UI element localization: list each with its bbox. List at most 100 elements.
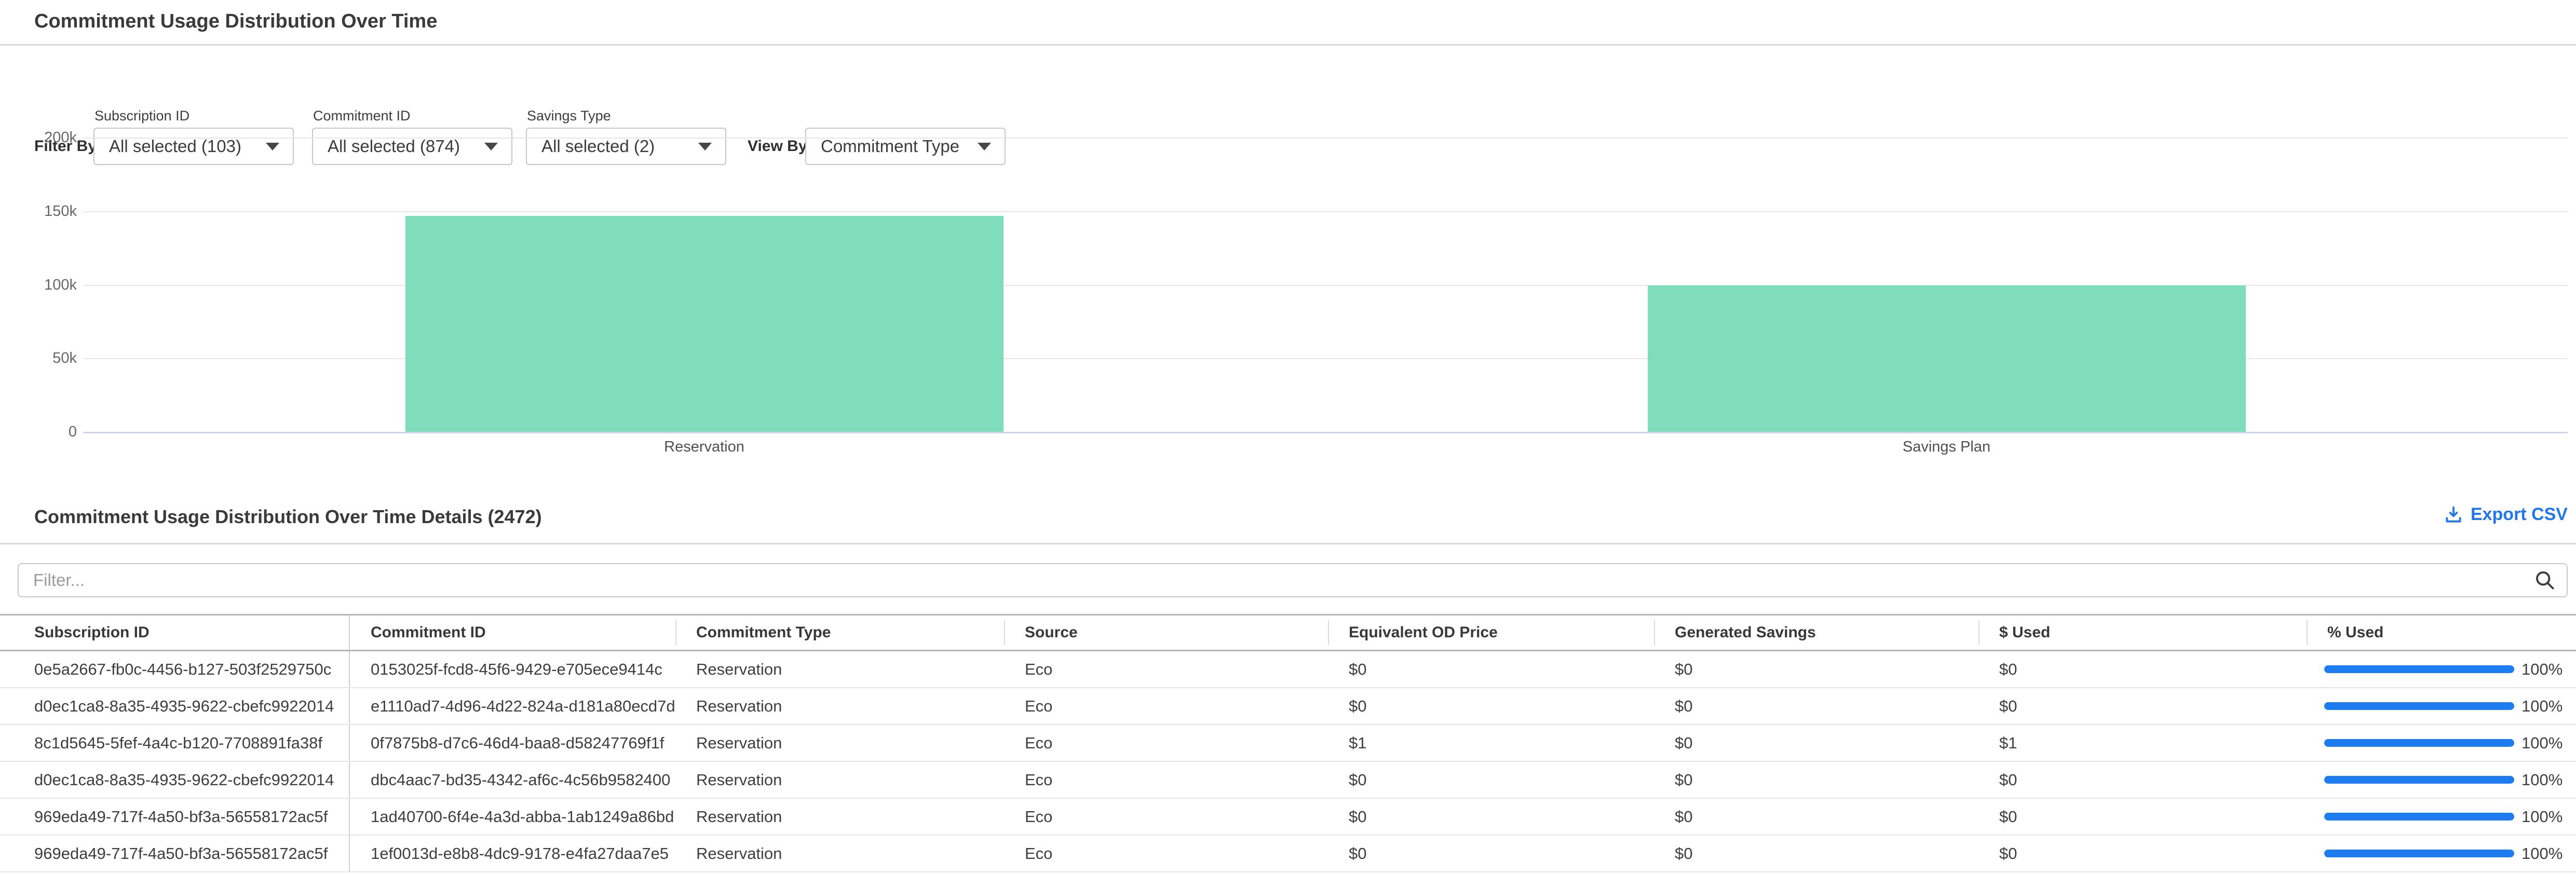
cell-generated-savings: $0 <box>1675 696 1693 715</box>
cell-commitment-type: Reservation <box>696 696 782 715</box>
cell-source: Eco <box>1025 770 1053 789</box>
subscription-id-label: Subscription ID <box>94 108 190 124</box>
cell-commitment-type: Reservation <box>696 660 782 678</box>
cell-equivalent-od-price: $0 <box>1349 696 1367 715</box>
cell-subscription-id: 969eda49-717f-4a50-bf3a-56558172ac5f <box>0 836 350 871</box>
cell-source: Eco <box>1025 807 1053 826</box>
bar-reservation[interactable] <box>405 216 1004 432</box>
column-header-commitment-type[interactable]: Commitment Type <box>675 616 1004 650</box>
cell-pct-used: 100% <box>2307 688 2576 724</box>
pct-used-progress-bar <box>2324 776 2514 784</box>
cell-used: $1 <box>1999 733 2017 752</box>
cell-subscription-id: d0ec1ca8-8a35-4935-9622-cbefc9922014 <box>0 762 350 798</box>
column-header-subscription-id[interactable]: Subscription ID <box>0 616 350 650</box>
bar-savings-plan[interactable] <box>1647 285 2246 432</box>
details-section-title: Commitment Usage Distribution Over Time … <box>34 506 542 527</box>
cell-subscription-id: 0e5a2667-fb0c-4456-b127-503f2529750c <box>0 651 350 687</box>
cell-commitment-id: 0153025f-fcd8-45f6-9429-e705ece9414c <box>371 660 662 678</box>
cell-used: $0 <box>1999 696 2017 715</box>
subscription-id-dropdown[interactable]: All selected (103) <box>93 128 294 165</box>
y-gridline <box>83 284 2568 286</box>
column-header-equivalent-od-price[interactable]: Equivalent OD Price <box>1328 616 1654 650</box>
pct-used-label: 100% <box>2521 696 2563 715</box>
cell-commitment-type: Reservation <box>696 733 782 752</box>
y-axis-tick-label: 0 <box>68 423 77 440</box>
table-filter-input[interactable] <box>18 563 2568 597</box>
column-header-used[interactable]: $ Used <box>1978 616 2307 650</box>
cell-generated-savings: $0 <box>1675 733 1693 752</box>
cell-used: $0 <box>1999 844 2017 863</box>
cell-source: Eco <box>1025 696 1053 715</box>
chevron-down-icon <box>484 142 498 151</box>
cell-generated-savings: $0 <box>1675 807 1693 826</box>
table-filter <box>18 563 2568 597</box>
y-axis-tick-label: 100k <box>44 276 77 293</box>
y-axis-tick-label: 50k <box>52 350 77 367</box>
details-divider <box>0 543 2576 544</box>
pct-used-progress-bar <box>2324 739 2514 747</box>
savings-type-value: All selected (2) <box>541 136 655 156</box>
commitment-id-dropdown[interactable]: All selected (874) <box>312 128 512 165</box>
table-row: 969eda49-717f-4a50-bf3a-56558172ac5f 1ad4… <box>0 799 2576 836</box>
cell-source: Eco <box>1025 660 1053 678</box>
view-by-value: Commitment Type <box>821 136 960 156</box>
filter-bar: Filter By: Subscription ID All selected … <box>0 52 2576 165</box>
pct-used-progress-bar <box>2324 702 2514 710</box>
subscription-id-value: All selected (103) <box>109 136 241 156</box>
cell-commitment-id: dbc4aac7-bd35-4342-af6c-4c56b9582400 <box>371 770 671 789</box>
commitment-usage-bar-chart: 0 50k 100k 150k 200k Reservation Savings Plan <box>0 119 2576 472</box>
commitment-id-value: All selected (874) <box>328 136 460 156</box>
savings-type-dropdown[interactable]: All selected (2) <box>526 128 726 165</box>
cell-subscription-id: 969eda49-717f-4a50-bf3a-56558172ac5f <box>0 799 350 835</box>
filter-by-label: Filter By: <box>34 138 102 155</box>
savings-type-label: Savings Type <box>527 108 611 124</box>
cell-source: Eco <box>1025 844 1053 863</box>
pct-used-label: 100% <box>2521 660 2563 678</box>
y-gridline <box>83 358 2568 360</box>
cell-subscription-id: 8c1d5645-5fef-4a4c-b120-7708891fa38f <box>0 725 350 761</box>
page-title: Commitment Usage Distribution Over Time <box>34 10 438 32</box>
chevron-down-icon <box>698 142 712 151</box>
pct-used-label: 100% <box>2521 770 2563 789</box>
x-axis-category-label: Savings Plan <box>1902 439 1991 455</box>
view-by-label: View By: <box>748 138 812 155</box>
cell-equivalent-od-price: $0 <box>1349 844 1367 863</box>
cell-subscription-id: d0ec1ca8-8a35-4935-9622-cbefc9922014 <box>0 688 350 724</box>
y-axis-tick-label: 150k <box>44 202 77 220</box>
search-icon <box>2536 571 2554 590</box>
column-header-generated-savings[interactable]: Generated Savings <box>1654 616 1978 650</box>
cell-equivalent-od-price: $0 <box>1349 807 1367 826</box>
header-divider <box>0 44 2576 46</box>
cell-generated-savings: $0 <box>1675 770 1693 789</box>
cell-pct-used: 100% <box>2307 651 2576 687</box>
cell-commitment-type: Reservation <box>696 844 782 863</box>
view-by-dropdown[interactable]: Commitment Type <box>805 128 1006 165</box>
x-axis-category-label: Reservation <box>664 439 744 455</box>
table-row: 8c1d5645-5fef-4a4c-b120-7708891fa38f 0f78… <box>0 725 2576 762</box>
y-axis-tick-label: 200k <box>44 129 77 146</box>
cell-commitment-id: e1110ad7-4d96-4d22-824a-d181a80ecd7d <box>371 696 675 715</box>
pct-used-progress-bar <box>2324 813 2514 821</box>
column-header-pct-used[interactable]: % Used <box>2307 616 2576 650</box>
cell-used: $0 <box>1999 807 2017 826</box>
cell-used: $0 <box>1999 660 2017 678</box>
cell-equivalent-od-price: $1 <box>1349 733 1367 752</box>
export-csv-label: Export CSV <box>2470 504 2568 524</box>
y-gridline <box>83 138 2568 139</box>
pct-used-label: 100% <box>2521 733 2563 752</box>
pct-used-progress-bar <box>2324 850 2514 857</box>
chevron-down-icon <box>266 142 279 151</box>
cell-pct-used: 100% <box>2307 725 2576 761</box>
x-axis-line <box>83 432 2568 433</box>
pct-used-label: 100% <box>2521 844 2563 863</box>
cell-source: Eco <box>1025 733 1053 752</box>
export-csv-button[interactable]: Export CSV <box>2444 504 2568 525</box>
column-header-commitment-id[interactable]: Commitment ID <box>371 624 486 641</box>
pct-used-progress-bar <box>2324 665 2514 673</box>
table-body: 0e5a2667-fb0c-4456-b127-503f2529750c 0153… <box>0 651 2576 872</box>
column-header-source[interactable]: Source <box>1004 616 1328 650</box>
table-row: 0e5a2667-fb0c-4456-b127-503f2529750c 0153… <box>0 651 2576 688</box>
cell-generated-savings: $0 <box>1675 660 1693 678</box>
cell-equivalent-od-price: $0 <box>1349 660 1367 678</box>
cell-commitment-type: Reservation <box>696 807 782 826</box>
